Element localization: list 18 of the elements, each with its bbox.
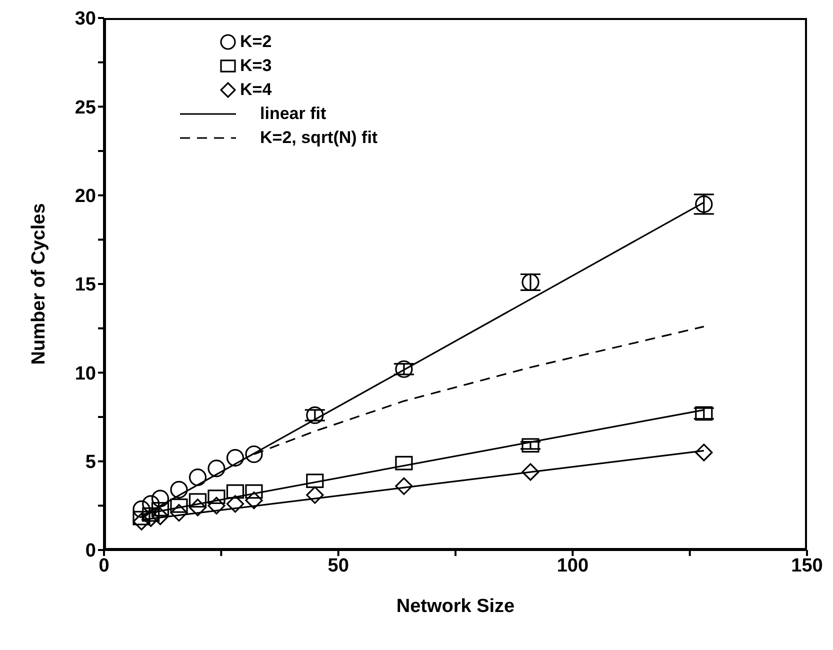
y-tick-label: 5	[85, 452, 96, 474]
y-tick-label: 30	[74, 8, 96, 30]
y-tick-label: 15	[74, 274, 96, 296]
y-tick-label: 20	[74, 186, 96, 208]
y-axis-title: Number of Cycles	[28, 203, 50, 365]
x-tick-label: 150	[791, 555, 823, 576]
y-tick-label: 25	[74, 97, 96, 118]
y-tick-label: 0	[85, 540, 96, 562]
legend-label: K=3	[240, 55, 272, 77]
legend-label: linear fit	[260, 103, 326, 125]
legend-label: K=4	[240, 79, 272, 101]
x-tick-label: 100	[556, 555, 589, 576]
y-tick-label: 10	[74, 363, 96, 384]
x-axis-title: Network Size	[396, 596, 515, 617]
legend-label: K=2	[240, 31, 272, 53]
x-tick-label: 50	[328, 555, 349, 576]
x-tick-label: 0	[98, 555, 110, 576]
legend-label: K=2, sqrt(N) fit	[260, 127, 378, 149]
